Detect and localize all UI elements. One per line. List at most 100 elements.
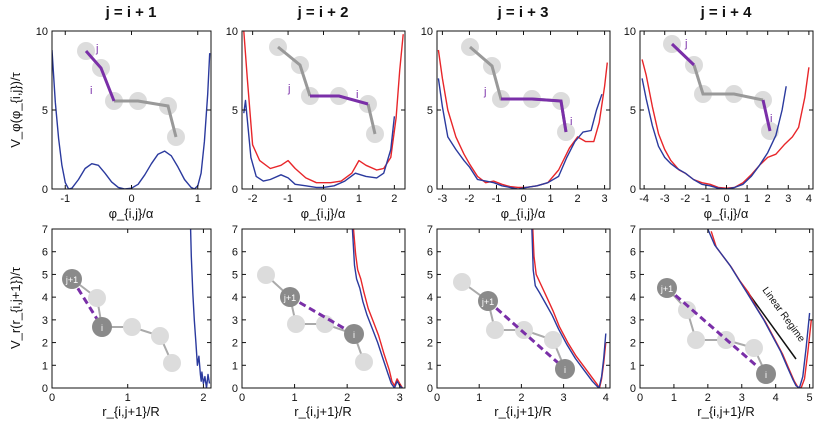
chain-inset-top-1: j i: [77, 42, 185, 146]
y-tick-label: 0: [630, 383, 636, 395]
x-tick-label: 2: [518, 392, 524, 404]
chain-inset-bottom-1: j+1 i: [62, 269, 181, 372]
series-group: [437, 49, 608, 189]
y-tick-label: 4: [42, 292, 48, 304]
x-tick-label: 2: [765, 193, 771, 205]
y-tick-label: 2: [427, 338, 433, 350]
y-tick-label: 0: [427, 184, 433, 196]
inset-label-i: i: [90, 85, 92, 97]
x-tick-label: 0: [434, 392, 440, 404]
x-tick-label: -4: [639, 193, 649, 205]
x-tick-label: 0: [520, 193, 526, 205]
x-tick-label: 1: [744, 193, 750, 205]
chain-inset-bottom-4: j+1 i Linear Regime: [657, 278, 807, 384]
series-line-0: [243, 31, 404, 184]
y-tick-label: 4: [630, 292, 636, 304]
y-tick-label: 1: [630, 360, 636, 372]
series-group: [351, 229, 404, 388]
y-tick-label: 10: [226, 26, 238, 38]
y-axis-label-bottom: V_r(r_{i,j+1})/τ: [8, 266, 23, 349]
y-tick-label: 5: [630, 105, 636, 117]
axes-frame: [51, 30, 212, 190]
x-axis-label-top-3: φ_{i,j}/α: [501, 206, 546, 221]
y-tick-label: 0: [42, 184, 48, 196]
x-axis-label-bottom-2: r_{i,j+1}/R: [294, 404, 351, 419]
y-tick-label: 0: [427, 383, 433, 395]
x-tick-label: -3: [660, 193, 670, 205]
y-tick-label: 2: [42, 338, 48, 350]
panel-top-3: -3 -2 -1 0 1 2 3 0 5 10: [421, 26, 611, 205]
series-group: [52, 49, 211, 189]
axes-frame: [51, 228, 212, 389]
series-group: [531, 229, 607, 388]
x-tick-label: 0: [320, 193, 326, 205]
chain-inset-bottom-3: j+1 i: [453, 273, 575, 379]
inset-label-j: j: [684, 38, 687, 50]
series-line-1: [351, 229, 403, 388]
x-tick-label: 1: [195, 193, 201, 205]
inset-label-i: i: [570, 116, 572, 128]
x-tick-label: 1: [547, 193, 553, 205]
series-line-0: [52, 49, 211, 189]
panel-bottom-4: 0 1 2 3 4 5 0 1 2 3 4 5 6 7: [630, 224, 814, 404]
panel-bottom-1: 0 1 2 0 1 2 3 4 5 6 7: [42, 224, 212, 404]
bead-label-j-plus-1: j+1: [660, 284, 673, 294]
y-tick-label: 5: [630, 269, 636, 281]
y-tick-label: 1: [232, 360, 238, 372]
panel-bottom-3: 0 1 2 3 4 0 1 2 3 4 5 6 7: [427, 224, 611, 404]
y-tick-label: 10: [36, 26, 48, 38]
y-tick-label: 3: [42, 315, 48, 327]
x-axis-label-bottom-3: r_{i,j+1}/R: [494, 404, 551, 419]
x-tick-label: -3: [438, 193, 448, 205]
x-tick-label: 3: [785, 193, 791, 205]
y-tick-label: 3: [232, 315, 238, 327]
x-tick-label: -1: [701, 193, 711, 205]
y-tick-label: 5: [427, 105, 433, 117]
series-line-1: [531, 229, 607, 388]
x-tick-label: -1: [60, 193, 70, 205]
y-tick-label: 0: [232, 184, 238, 196]
y-tick-label: 5: [42, 105, 48, 117]
panel-bottom-2: 0 1 2 3 0 1 2 3 4 5 6 7: [232, 224, 406, 404]
inset-label-i: i: [770, 113, 772, 125]
series-line-1: [437, 78, 603, 189]
chain-inset-top-2: j i: [269, 38, 384, 143]
series-line-0: [437, 49, 608, 189]
y-tick-label: 6: [427, 247, 433, 259]
y-tick-label: 2: [630, 338, 636, 350]
x-tick-label: 2: [391, 193, 397, 205]
series-group: [707, 229, 812, 388]
x-tick-label: 1: [356, 193, 362, 205]
series-line-0: [352, 229, 404, 388]
x-tick-label: 1: [476, 392, 482, 404]
x-tick-label: 2: [200, 392, 206, 404]
series-line-1: [243, 99, 396, 189]
x-tick-label: 3: [397, 392, 403, 404]
bead-label-j-plus-1: j+1: [65, 275, 78, 285]
y-tick-label: 4: [427, 292, 433, 304]
axes-frame: [436, 228, 611, 389]
y-tick-label: 4: [232, 292, 238, 304]
y-tick-label: 7: [42, 224, 48, 236]
y-tick-label: 7: [630, 224, 636, 236]
panel-top-2: -2 -1 0 1 2 0 5 10: [226, 26, 406, 205]
x-tick-label: -2: [248, 193, 258, 205]
y-tick-label: 6: [630, 247, 636, 259]
chain-inset-top-4: j i: [663, 35, 779, 140]
axes-frame: [436, 30, 611, 190]
axes-frame: [639, 30, 814, 190]
axes-frame: [241, 228, 406, 389]
x-tick-label: 4: [603, 392, 609, 404]
bead-label-j-plus-1: j+1: [283, 293, 296, 303]
y-axis-label-top: V_φ(φ_{i,j})/τ: [8, 71, 23, 147]
y-tick-label: 2: [232, 338, 238, 350]
y-tick-label: 7: [232, 224, 238, 236]
y-tick-label: 0: [630, 184, 636, 196]
series-group: [641, 59, 810, 189]
series-group: [189, 229, 211, 388]
x-axis-label-bottom-4: r_{i,j+1}/R: [697, 404, 754, 419]
x-tick-label: 1: [292, 392, 298, 404]
x-tick-label: 0: [49, 392, 55, 404]
